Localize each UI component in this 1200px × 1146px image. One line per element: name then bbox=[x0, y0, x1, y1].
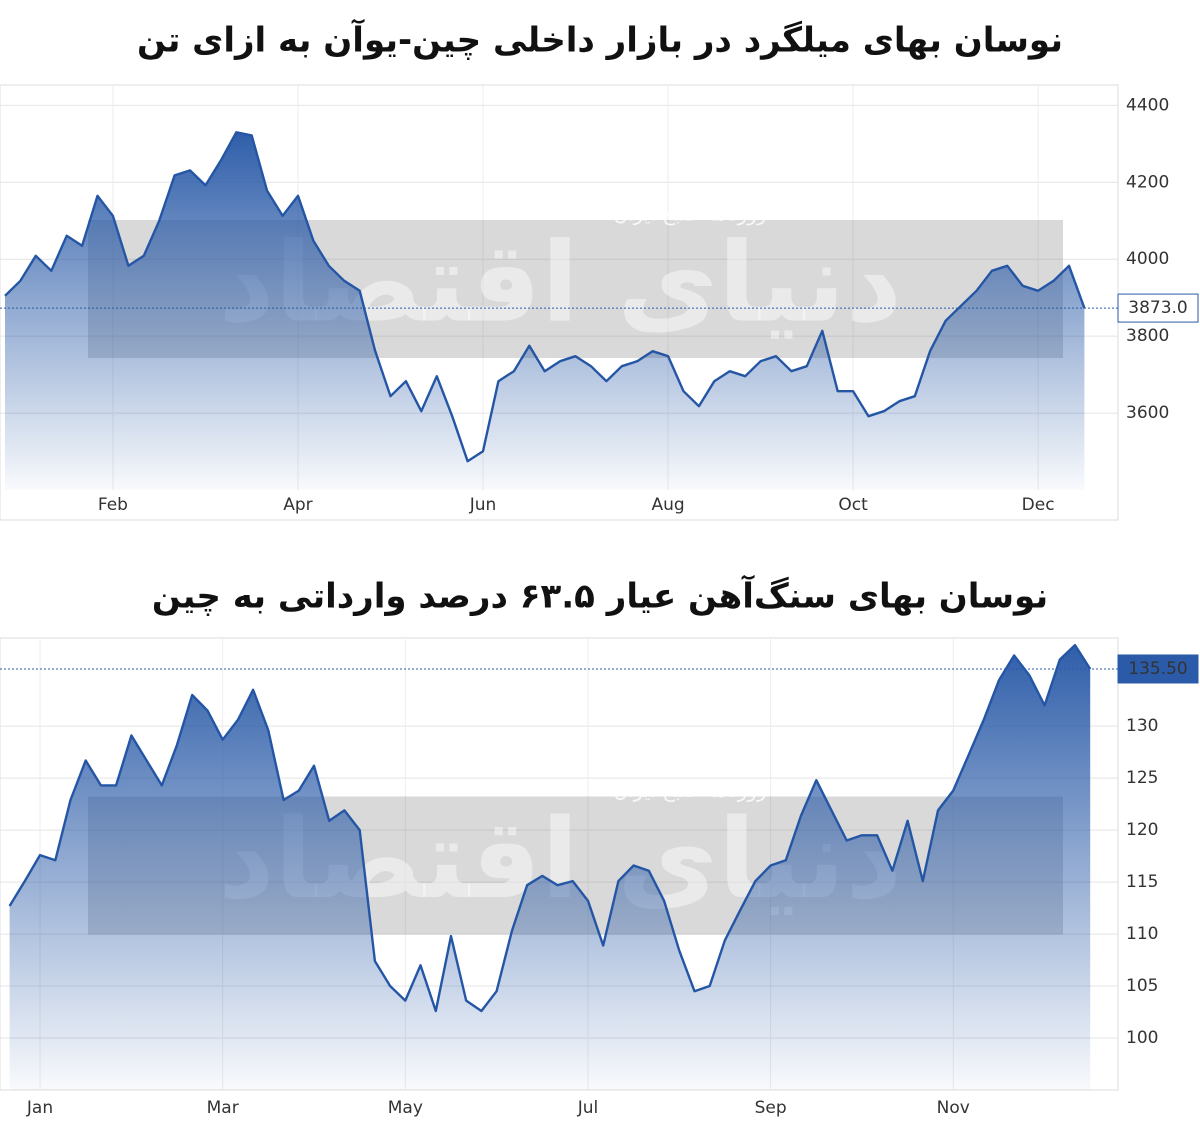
marker-box bbox=[1117, 654, 1199, 684]
line bbox=[8, 643, 1092, 1013]
x-tick-label: Mar bbox=[207, 1098, 239, 1118]
marker-label: 135.50 bbox=[1128, 659, 1187, 679]
y-tick-label: 125 bbox=[1126, 768, 1158, 788]
x-tick-label: Jan bbox=[26, 1098, 53, 1118]
marker-box bbox=[1117, 293, 1199, 323]
x-tick-label: Aug bbox=[651, 495, 684, 515]
x-tick-label: Sep bbox=[755, 1098, 787, 1118]
area bbox=[5, 132, 1085, 491]
y-tick-label: 115 bbox=[1126, 872, 1158, 892]
y-tick-label: 3800 bbox=[1126, 326, 1169, 346]
chart-title: نوسان بهای میلگرد در بازار داخلی چین-یوآ… bbox=[137, 19, 1063, 61]
marker-label: 3873.0 bbox=[1128, 298, 1187, 318]
watermark-sub: روزنامه صبح ایران bbox=[613, 202, 766, 226]
x-tick-label: Jul bbox=[577, 1098, 599, 1118]
x-tick-label: Feb bbox=[98, 495, 128, 515]
y-tick-label: 4000 bbox=[1126, 249, 1169, 269]
line bbox=[4, 131, 1086, 463]
x-tick-label: Nov bbox=[937, 1098, 970, 1118]
chart-title: نوسان بهای سنگ‌آهن عیار ۶۳.۵ درصد واردات… bbox=[152, 575, 1048, 617]
y-tick-label: 105 bbox=[1126, 976, 1158, 996]
x-tick-label: Apr bbox=[283, 495, 312, 515]
y-tick-label: 4400 bbox=[1126, 95, 1169, 115]
x-tick-label: Oct bbox=[838, 495, 868, 515]
y-tick-label: 120 bbox=[1126, 820, 1158, 840]
y-tick-label: 4200 bbox=[1126, 172, 1169, 192]
y-tick-label: 130 bbox=[1126, 716, 1158, 736]
x-tick-label: Dec bbox=[1022, 495, 1055, 515]
y-tick-label: 110 bbox=[1126, 924, 1158, 944]
y-tick-label: 100 bbox=[1126, 1028, 1158, 1048]
x-tick-label: Jun bbox=[469, 495, 497, 515]
x-tick-label: May bbox=[388, 1098, 423, 1118]
watermark-sub: روزنامه صبح ایران bbox=[613, 778, 766, 802]
area bbox=[9, 645, 1091, 1090]
y-tick-label: 3600 bbox=[1126, 403, 1169, 423]
